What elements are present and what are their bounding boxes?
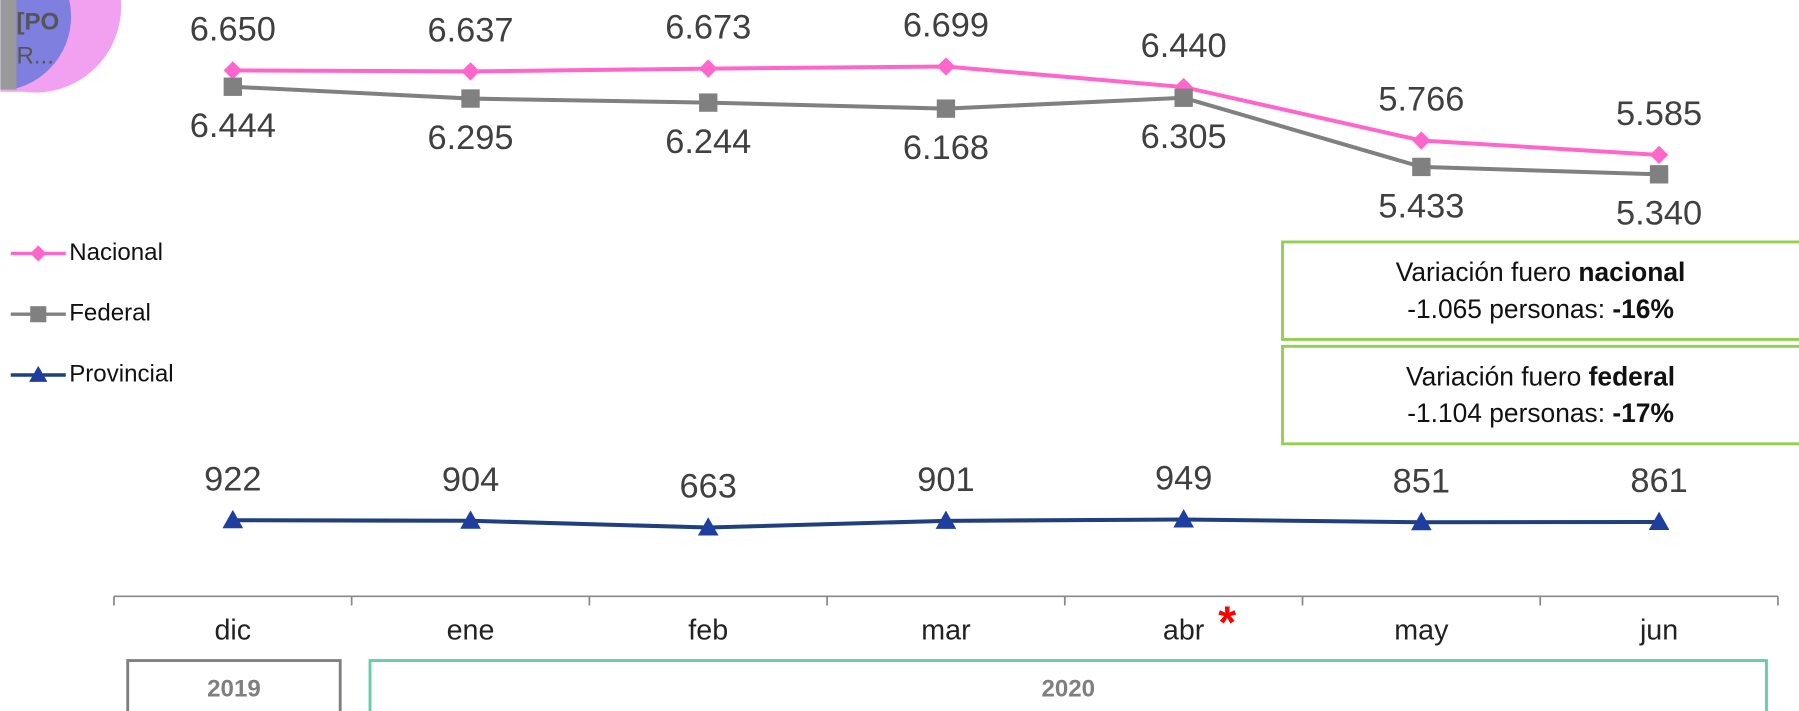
annotation-bold: nacional xyxy=(1578,257,1685,287)
pie-fragment: [PO R... xyxy=(0,0,122,93)
data-label: 6.295 xyxy=(427,119,513,157)
point xyxy=(935,510,957,529)
data-label: 6.650 xyxy=(190,11,276,49)
data-label: 6.440 xyxy=(1141,27,1227,65)
year-label: 2020 xyxy=(1041,676,1095,703)
data-label: 861 xyxy=(1630,462,1687,500)
pie-label: R... xyxy=(16,43,53,70)
point xyxy=(1412,157,1431,177)
point xyxy=(222,509,244,529)
point xyxy=(1648,511,1670,530)
year-box xyxy=(368,659,1768,711)
annotation-part: Variación fuero xyxy=(1406,361,1589,391)
data-label: 6.305 xyxy=(1141,118,1227,156)
data-label: 6.444 xyxy=(190,107,276,145)
annotation-box xyxy=(1281,344,1799,446)
annotation-box xyxy=(1281,240,1799,341)
annotation-text: Variación fuero nacional xyxy=(1396,257,1686,287)
point xyxy=(936,99,956,118)
pie-label: [PO xyxy=(16,8,59,35)
legend-label: Provincial xyxy=(69,360,173,387)
point xyxy=(699,59,718,78)
annotation-bold: federal xyxy=(1589,361,1675,391)
point xyxy=(223,77,242,96)
point xyxy=(1649,145,1669,165)
data-label: 5.433 xyxy=(1378,187,1464,225)
point xyxy=(697,517,719,536)
data-label: 851 xyxy=(1393,462,1450,500)
data-label: 901 xyxy=(917,461,974,499)
annotation-bold: -17% xyxy=(1612,398,1674,428)
x-tick-label: abr xyxy=(1163,614,1205,646)
data-label: 663 xyxy=(680,468,737,506)
x-tick-label: ene xyxy=(447,614,495,646)
annotation-text: -1.065 personas: -16% xyxy=(1407,294,1674,324)
data-label: 949 xyxy=(1155,460,1212,498)
category-note: * xyxy=(1218,596,1236,648)
x-tick-label: mar xyxy=(921,614,971,646)
x-tick-label: feb xyxy=(688,614,728,646)
x-tick-label: jun xyxy=(1639,614,1678,646)
annotation-part: Variación fuero xyxy=(1396,257,1579,287)
data-label: 5.340 xyxy=(1616,195,1702,233)
annotation-text: Variación fuero federal xyxy=(1406,361,1675,391)
data-label: 6.673 xyxy=(665,9,751,47)
point xyxy=(1411,511,1432,531)
legend-label: Nacional xyxy=(69,239,163,266)
x-tick-label: dic xyxy=(214,614,251,646)
point xyxy=(1174,88,1193,107)
data-label: 6.168 xyxy=(903,129,989,167)
annotation-part: -1.104 personas: xyxy=(1407,398,1612,428)
data-label: 904 xyxy=(442,461,499,499)
year-label: 2019 xyxy=(207,676,261,703)
x-tick-label: may xyxy=(1394,614,1449,646)
point xyxy=(461,89,480,108)
data-label: 6.637 xyxy=(427,12,513,50)
point xyxy=(461,62,480,81)
annotation-text: -1.104 personas: -17% xyxy=(1407,398,1674,428)
annotation-part: -1.065 personas: xyxy=(1407,294,1612,324)
data-label: 922 xyxy=(204,460,261,498)
point xyxy=(1412,131,1431,150)
data-label: 6.699 xyxy=(903,7,989,45)
pie-slice xyxy=(0,0,72,90)
data-label: 5.585 xyxy=(1616,95,1702,133)
legend-marker xyxy=(30,245,47,262)
data-label: 6.244 xyxy=(665,123,751,161)
data-label: 5.766 xyxy=(1378,81,1464,119)
point xyxy=(1173,509,1194,528)
legend-marker xyxy=(30,306,47,323)
point xyxy=(1649,165,1669,184)
year-box xyxy=(126,659,342,711)
point xyxy=(936,57,956,76)
point xyxy=(460,510,481,529)
legend-label: Federal xyxy=(69,300,151,327)
legend-marker xyxy=(29,365,48,382)
point xyxy=(223,61,242,80)
point xyxy=(699,93,718,112)
annotation-bold: -16% xyxy=(1612,294,1674,324)
pie-slice xyxy=(0,0,17,90)
